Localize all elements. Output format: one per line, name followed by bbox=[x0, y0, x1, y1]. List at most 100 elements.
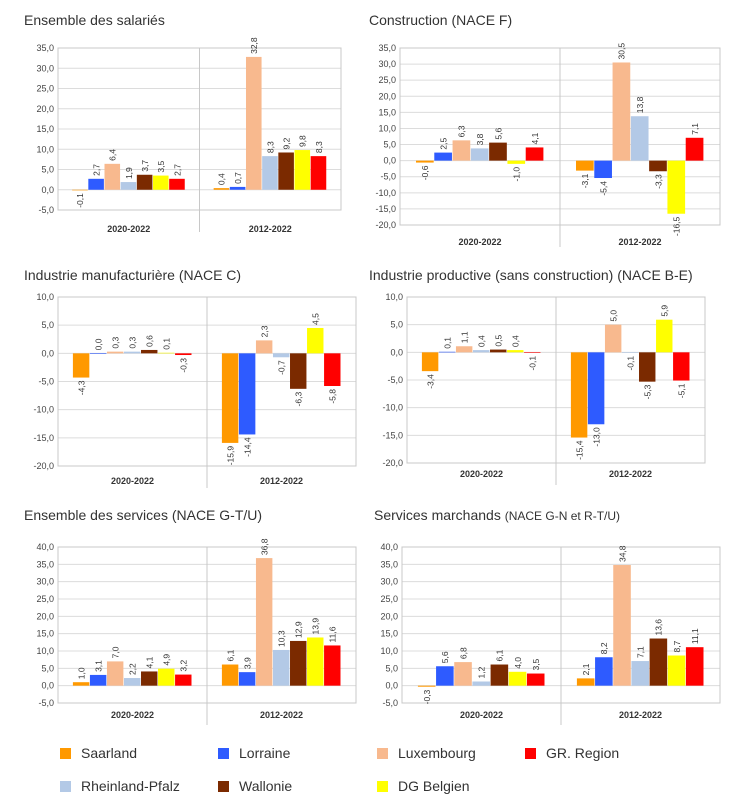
y-tick-label: 10,0 bbox=[36, 646, 54, 656]
legend-item: GR. Region bbox=[525, 745, 619, 761]
category-label: 2020-2022 bbox=[458, 237, 501, 247]
category-label: 2020-2022 bbox=[107, 224, 150, 234]
y-tick-label: -20,0 bbox=[33, 461, 54, 471]
bar-chart-services-marchands: -5,0 0,0 5,0 10,0 15,0 20,0 25,0 30,0 35,0 40,0 -0… bbox=[380, 542, 721, 725]
legend-label: Saarland bbox=[81, 745, 138, 761]
bar bbox=[262, 156, 278, 190]
category-label: 2020-2022 bbox=[111, 476, 154, 486]
bar bbox=[136, 174, 153, 190]
bar bbox=[416, 160, 434, 163]
bar bbox=[421, 352, 439, 372]
data-label: 11,6 bbox=[328, 626, 338, 642]
bar bbox=[106, 351, 124, 354]
data-label: 6,8 bbox=[458, 647, 468, 659]
bar bbox=[570, 352, 588, 438]
bar bbox=[324, 353, 341, 387]
data-label: 13,6 bbox=[654, 619, 664, 636]
bar-chart-manufacturiere: -20,0 -15,0 -10,0 -5,0 0,0 5,0 10,0 -4,3 0,0 0,3 0… bbox=[33, 292, 357, 488]
bar bbox=[472, 681, 490, 686]
data-label: -3,4 bbox=[425, 374, 435, 389]
bar bbox=[576, 160, 594, 171]
data-label: 0,4 bbox=[477, 335, 487, 347]
data-label: 3,7 bbox=[140, 160, 150, 172]
bar bbox=[72, 189, 88, 191]
legend-label: GR. Region bbox=[546, 745, 620, 761]
bar bbox=[621, 352, 639, 353]
y-tick-label: 15,0 bbox=[36, 124, 54, 134]
data-label: 3,8 bbox=[475, 133, 485, 145]
bar bbox=[310, 156, 327, 190]
data-label: -0,1 bbox=[75, 193, 85, 208]
bar bbox=[72, 353, 90, 378]
chart-title-text: Ensemble des services (NACE G-T/U) bbox=[24, 507, 263, 523]
data-label: 11,1 bbox=[690, 628, 700, 644]
data-label: 10,3 bbox=[277, 630, 287, 647]
data-label: -0,3 bbox=[422, 689, 432, 704]
data-label: 3,2 bbox=[179, 659, 189, 671]
bar bbox=[294, 150, 311, 190]
data-label: 1,0 bbox=[76, 667, 86, 679]
y-tick-label: -5,0 bbox=[380, 172, 396, 182]
data-label: -13,0 bbox=[591, 427, 601, 447]
data-label: 1,9 bbox=[124, 167, 134, 179]
data-label: 8,7 bbox=[672, 640, 682, 652]
data-label: -4,3 bbox=[76, 380, 86, 395]
data-label: 0,6 bbox=[145, 335, 155, 347]
data-label: -0,3 bbox=[179, 358, 189, 373]
bar bbox=[630, 116, 649, 161]
data-label: -6,3 bbox=[294, 392, 304, 407]
legend-item: Wallonie bbox=[218, 778, 292, 794]
category-label: 2020-2022 bbox=[460, 469, 503, 479]
data-label: 5,6 bbox=[440, 651, 450, 663]
bar bbox=[667, 160, 686, 214]
bar bbox=[120, 182, 137, 190]
chart-title: Construction (NACE F) bbox=[369, 12, 512, 28]
y-tick-label: -20,0 bbox=[375, 220, 396, 230]
legend-label: Wallonie bbox=[239, 778, 293, 794]
y-tick-label: 35,0 bbox=[380, 559, 398, 569]
data-label: 4,5 bbox=[311, 313, 321, 325]
data-label: 3,9 bbox=[242, 657, 252, 669]
y-tick-label: 10,0 bbox=[385, 292, 403, 302]
chart-panel-services-marchands: Services marchands (NACE G-N et R-T/U) -… bbox=[365, 495, 730, 735]
category-label: 2012-2022 bbox=[249, 224, 292, 234]
chart-title-text: Services marchands bbox=[374, 507, 501, 523]
y-tick-label: 0,0 bbox=[41, 348, 54, 358]
bar bbox=[470, 148, 489, 161]
chart-title: Industrie manufacturière (NACE C) bbox=[24, 267, 241, 283]
bar bbox=[141, 671, 158, 686]
bar bbox=[88, 178, 104, 190]
y-tick-label: 0,0 bbox=[390, 347, 403, 357]
legend-label: Luxembourg bbox=[398, 745, 476, 761]
data-label: -15,9 bbox=[225, 446, 235, 466]
y-tick-label: 35,0 bbox=[36, 43, 54, 53]
data-label: -0,1 bbox=[528, 356, 538, 371]
legend-label: DG Belgien bbox=[398, 778, 470, 794]
y-tick-label: 5,0 bbox=[41, 320, 54, 330]
bar bbox=[290, 640, 307, 686]
data-label: -5,1 bbox=[677, 383, 687, 398]
chart-title-text: Construction (NACE F) bbox=[369, 12, 513, 28]
data-label: 13,9 bbox=[311, 618, 321, 635]
data-label: 2,5 bbox=[438, 138, 448, 150]
chart-panel-productive: Industrie productive (sans construction)… bbox=[365, 255, 730, 495]
bar bbox=[639, 352, 656, 382]
bar bbox=[507, 350, 524, 353]
chart-legend: Saarland Lorraine Luxembourg GR. Region … bbox=[0, 735, 730, 805]
bar bbox=[278, 152, 294, 190]
data-label: 1,2 bbox=[477, 666, 487, 678]
bar bbox=[255, 558, 273, 686]
chart-panel-salaries: Ensemble des salariés -5,0 0,0 5,0 10,0 15,0… bbox=[0, 0, 365, 255]
y-tick-label: 15,0 bbox=[380, 629, 398, 639]
data-label: 6,1 bbox=[225, 649, 235, 661]
bar bbox=[229, 186, 246, 190]
bar bbox=[656, 319, 673, 353]
bar bbox=[221, 664, 239, 686]
bar bbox=[438, 351, 456, 353]
y-tick-label: 30,0 bbox=[380, 577, 398, 587]
y-tick-label: -5,0 bbox=[38, 377, 54, 387]
data-label: -15,4 bbox=[574, 440, 584, 460]
y-tick-label: 5,0 bbox=[41, 165, 54, 175]
y-tick-label: -5,0 bbox=[38, 205, 54, 215]
data-label: -5,8 bbox=[328, 389, 338, 404]
